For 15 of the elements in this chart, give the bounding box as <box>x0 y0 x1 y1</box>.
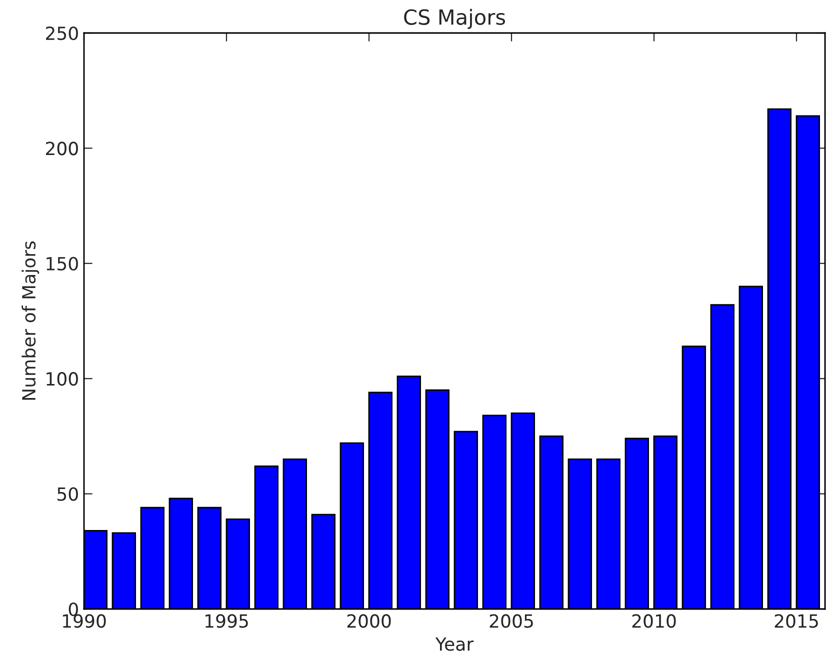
y-tick-label: 50 <box>58 487 78 501</box>
y-tick-label: 0 <box>68 602 78 616</box>
chart-title: CS Majors <box>404 8 506 29</box>
x-tick-label: 1990 <box>63 614 106 628</box>
y-tick-label: 150 <box>46 256 78 271</box>
y-tick-label: 200 <box>46 142 78 156</box>
x-tick-label: 2010 <box>632 614 676 628</box>
x-axis-title: Year <box>435 637 474 651</box>
y-axis-title: Number of Majors <box>22 241 40 400</box>
y-tick-label: 250 <box>46 26 78 40</box>
x-tick-label: 1995 <box>206 614 248 628</box>
y-tick-label: 100 <box>46 372 78 386</box>
x-tick-label: 2000 <box>347 614 391 628</box>
x-tick-label: 2005 <box>490 614 533 628</box>
x-tick-label: 2015 <box>774 614 818 628</box>
